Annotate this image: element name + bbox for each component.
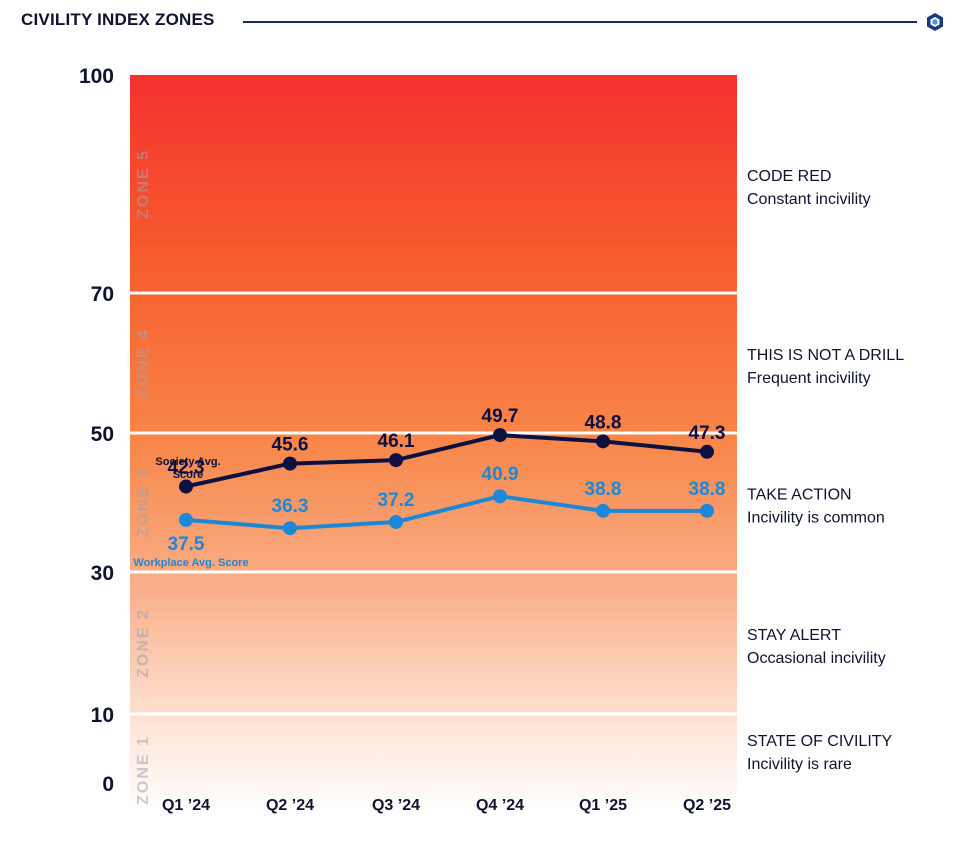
zone-label: STATE OF CIVILITY <box>747 733 893 750</box>
zone-watermark-label: ZONE 4 <box>135 328 152 398</box>
workplace-data-label: 36.3 <box>272 496 309 517</box>
society-series-legend: Society Avg. <box>155 456 220 468</box>
society-data-label: 46.1 <box>378 431 415 452</box>
header-divider <box>243 21 917 23</box>
x-tick-label: Q1 ’24 <box>162 797 210 814</box>
workplace-series-legend: Workplace Avg. Score <box>133 557 248 569</box>
y-tick-label: 50 <box>91 423 114 446</box>
workplace-data-label: 37.2 <box>378 490 415 511</box>
x-tick-label: Q2 ’25 <box>683 797 731 814</box>
society-data-point <box>283 456 297 471</box>
workplace-data-label: 37.5 <box>168 534 205 555</box>
workplace-series-line <box>185 494 707 531</box>
y-tick-label: 100 <box>79 65 114 88</box>
x-tick-label: Q1 ’25 <box>579 797 627 814</box>
y-tick-label: 0 <box>102 773 114 796</box>
zone-label: STAY ALERT <box>747 627 841 644</box>
y-tick-label: 70 <box>91 283 114 306</box>
x-tick-label: Q4 ’24 <box>476 797 524 814</box>
zone-description: Occasional incivility <box>747 650 886 667</box>
society-data-label: 42.3 <box>168 458 205 479</box>
zone-label: THIS IS NOT A DRILL <box>747 347 904 364</box>
hexagon-logo-icon <box>927 13 943 31</box>
society-data-point <box>493 428 507 443</box>
zone-description: Incivility is common <box>747 510 885 527</box>
y-tick-label: 10 <box>91 704 114 727</box>
workplace-data-point <box>283 521 297 536</box>
society-data-point <box>179 479 193 494</box>
society-data-point <box>596 434 610 449</box>
society-data-label: 47.3 <box>689 423 726 444</box>
workplace-data-label: 38.8 <box>585 479 622 500</box>
society-data-label: 45.6 <box>272 435 309 456</box>
zone-label: TAKE ACTION <box>747 487 852 504</box>
society-data-point <box>700 444 714 459</box>
y-tick-label: 30 <box>91 562 114 585</box>
society-series-legend: Score <box>173 469 204 481</box>
workplace-data-point <box>389 514 403 529</box>
zone-description: Incivility is rare <box>747 756 852 773</box>
zone-watermark-label: ZONE 1 <box>135 735 152 805</box>
zone-watermark-label: ZONE 3 <box>135 468 152 538</box>
zone-description: Frequent incivility <box>747 370 871 387</box>
zone-description: Constant incivility <box>747 191 871 208</box>
workplace-data-label: 38.8 <box>689 479 726 500</box>
workplace-data-point <box>700 503 714 518</box>
society-data-label: 49.7 <box>482 406 519 427</box>
workplace-data-point <box>596 503 610 518</box>
zone-watermark-label: ZONE 2 <box>135 608 152 678</box>
workplace-data-point <box>493 489 507 504</box>
society-series-line <box>185 433 708 489</box>
workplace-data-label: 40.9 <box>482 464 519 485</box>
society-data-point <box>389 453 403 468</box>
chart-title: CIVILITY INDEX ZONES <box>21 10 215 29</box>
workplace-data-point <box>179 512 193 527</box>
x-tick-label: Q3 ’24 <box>372 797 420 814</box>
x-tick-label: Q2 ’24 <box>266 797 314 814</box>
zone-watermark-label: ZONE 5 <box>135 149 152 219</box>
society-data-label: 48.8 <box>585 412 622 433</box>
chart-header: CIVILITY INDEX ZONES <box>0 0 976 44</box>
zone-label: CODE RED <box>747 168 831 185</box>
